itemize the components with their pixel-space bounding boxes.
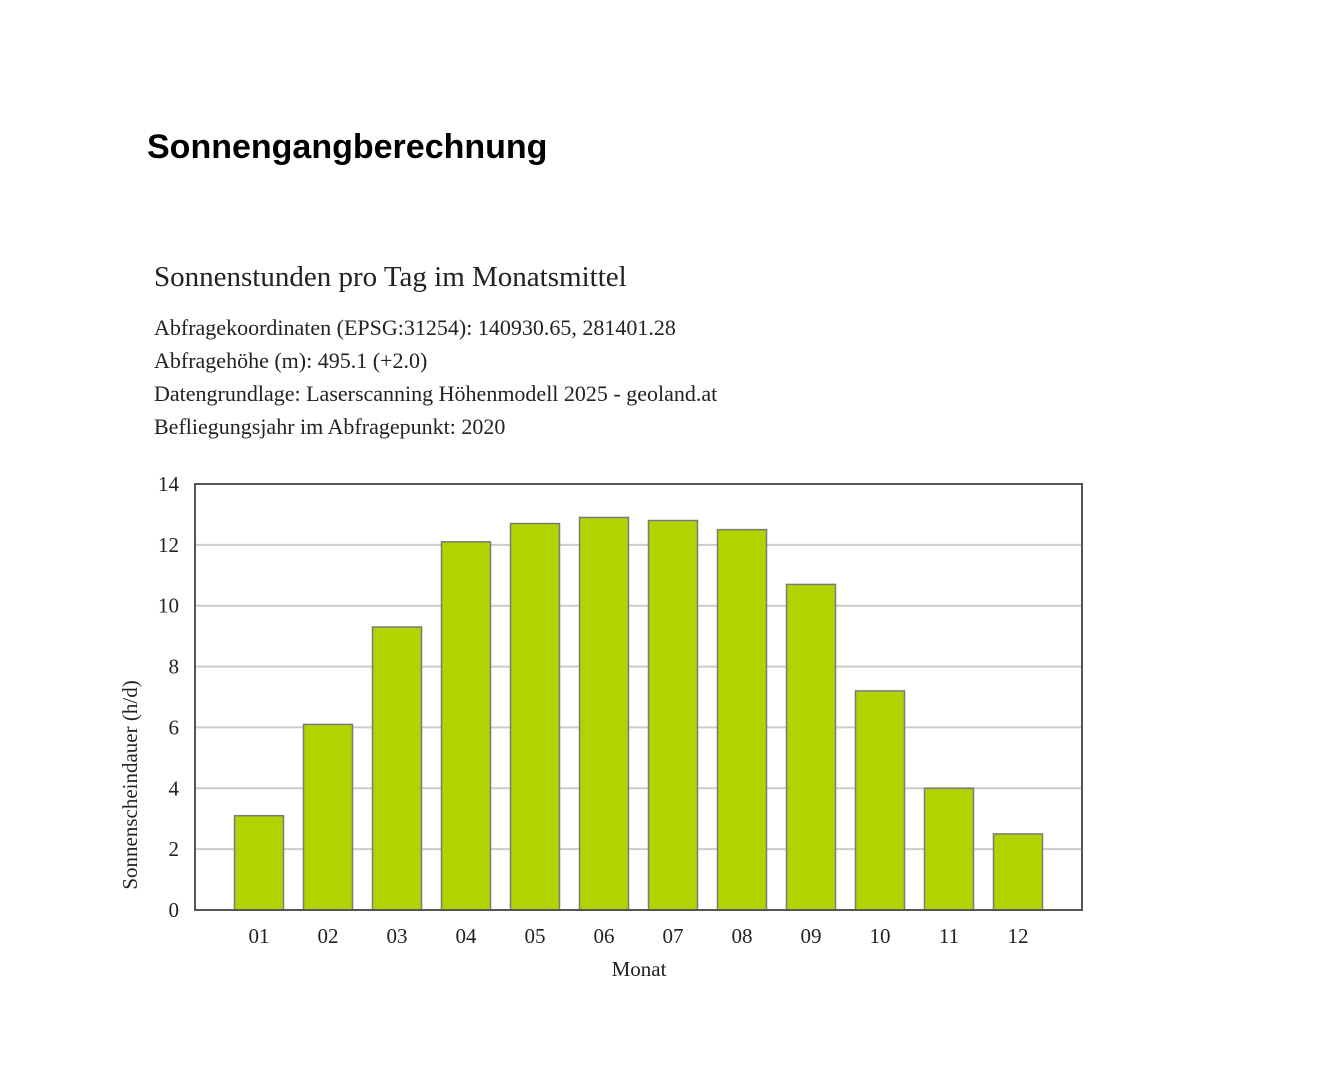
chart-title: Sonnenstunden pro Tag im Monatsmittel (154, 261, 627, 293)
chart-info-data-source: Datengrundlage: Laserscanning Höhenmodel… (154, 381, 717, 406)
x-tick-label: 07 (663, 924, 684, 948)
bar-month-10 (854, 690, 906, 911)
axes (194, 483, 1083, 911)
x-tick-label: 09 (801, 924, 822, 948)
bars (233, 516, 1044, 911)
x-tick-label: 04 (456, 924, 478, 948)
x-tick-labels: 01 02 03 04 05 06 07 08 09 10 11 12 (249, 924, 1029, 948)
bar-month-12 (992, 833, 1044, 911)
y-tick-label: 12 (158, 533, 179, 557)
x-tick-label: 02 (318, 924, 339, 948)
x-tick-label: 05 (525, 924, 546, 948)
y-tick-label: 6 (169, 715, 180, 739)
y-tick-label: 8 (169, 655, 180, 679)
y-tick-label: 10 (158, 594, 179, 618)
y-tick-label: 4 (169, 776, 180, 800)
chart-info-elevation: Abfragehöhe (m): 495.1 (+2.0) (154, 348, 427, 373)
y-tick-label: 0 (169, 898, 180, 922)
x-tick-label: 10 (870, 924, 891, 948)
plot-frame (194, 483, 1083, 911)
bar-month-07 (647, 519, 699, 911)
x-tick-label: 08 (732, 924, 753, 948)
bar-month-08 (716, 528, 768, 911)
page-title: Sonnengangberechnung (147, 128, 548, 166)
bar-month-03 (371, 626, 423, 911)
y-tick-labels: 0 2 4 6 8 10 12 14 (158, 472, 180, 922)
x-tick-label: 06 (594, 924, 615, 948)
bar-month-04 (440, 541, 492, 911)
bar-month-05 (509, 522, 561, 911)
bar-month-11 (923, 787, 975, 911)
x-tick-label: 03 (387, 924, 408, 948)
y-tick-label: 2 (169, 837, 180, 861)
x-tick-label: 01 (249, 924, 270, 948)
y-axis-label: Sonnenscheindauer (h/d) (118, 680, 142, 889)
x-tick-label: 12 (1008, 924, 1029, 948)
bar-month-01 (233, 814, 285, 911)
bar-month-02 (302, 723, 354, 911)
x-axis-label: Monat (612, 957, 667, 981)
bar-month-09 (785, 583, 837, 911)
chart-info-flight-year: Befliegungsjahr im Abfragepunkt: 2020 (154, 414, 505, 439)
bar-month-06 (578, 516, 630, 911)
chart-info-coordinates: Abfragekoordinaten (EPSG:31254): 140930.… (154, 315, 676, 340)
x-tick-label: 11 (939, 924, 959, 948)
y-tick-label: 14 (158, 472, 180, 496)
